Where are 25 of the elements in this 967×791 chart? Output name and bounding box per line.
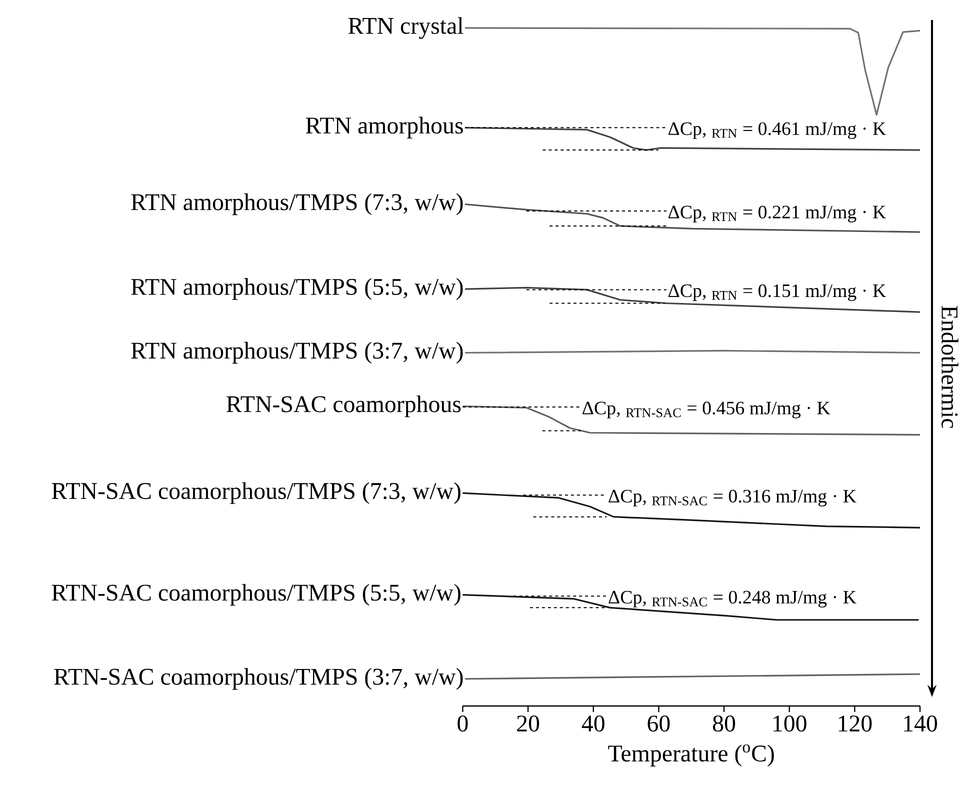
series-label: RTN crystal xyxy=(348,17,464,39)
series-label: RTN-SAC coamorphous/TMPS (7:3, w/w) xyxy=(52,482,460,504)
annotation: ΔCp, $_{RTN-SAC}$ = 0.456 mJ/mg · K xyxy=(582,402,830,418)
x-tick-label: 120 xyxy=(838,716,872,732)
annotation: ΔCp, $_{RTN}$ = 0.151 mJ/mg · K xyxy=(668,284,886,302)
annotation: ΔCp, $_{RTN-SAC}$ = 0.248 mJ/mg · K xyxy=(608,590,856,608)
series-label: RTN amorphous/TMPS (5:5, w/w) xyxy=(131,278,463,300)
x-axis-title: Temperature ($^{o}$C) xyxy=(608,744,774,766)
x-tick-label: 100 xyxy=(774,716,806,732)
series-label: RTN-SAC coamorphous/TMPS (5:5, w/w) xyxy=(52,584,460,606)
series-label: RTN amorphous xyxy=(306,116,463,138)
series-label: RTN amorphous/TMPS (3:7, w/w) xyxy=(131,342,463,364)
x-tick-label: 140 xyxy=(904,716,938,732)
annotation: ΔCp, $_{RTN}$ = 0.221 mJ/mg · K xyxy=(668,206,886,222)
x-tick-label: 60 xyxy=(648,716,670,732)
x-tick-label: 0 xyxy=(458,716,468,732)
x-tick-label: 20 xyxy=(517,716,540,732)
x-tick-label: 80 xyxy=(712,716,736,732)
annotation: ΔCp, $_{RTN}$ = 0.461 mJ/mg · K xyxy=(668,122,886,139)
series-label: RTN-SAC coamorphous xyxy=(226,395,461,418)
x-tick-label: 40 xyxy=(582,716,604,732)
series-label: RTN-SAC coamorphous/TMPS (3:7, w/w) xyxy=(54,668,463,690)
y-axis-title: Endothermic xyxy=(942,306,958,428)
annotation: ΔCp, $_{RTN-SAC}$ = 0.316 mJ/mg · K xyxy=(608,490,856,506)
series-label: RTN amorphous/TMPS (7:3, w/w) xyxy=(131,193,463,216)
